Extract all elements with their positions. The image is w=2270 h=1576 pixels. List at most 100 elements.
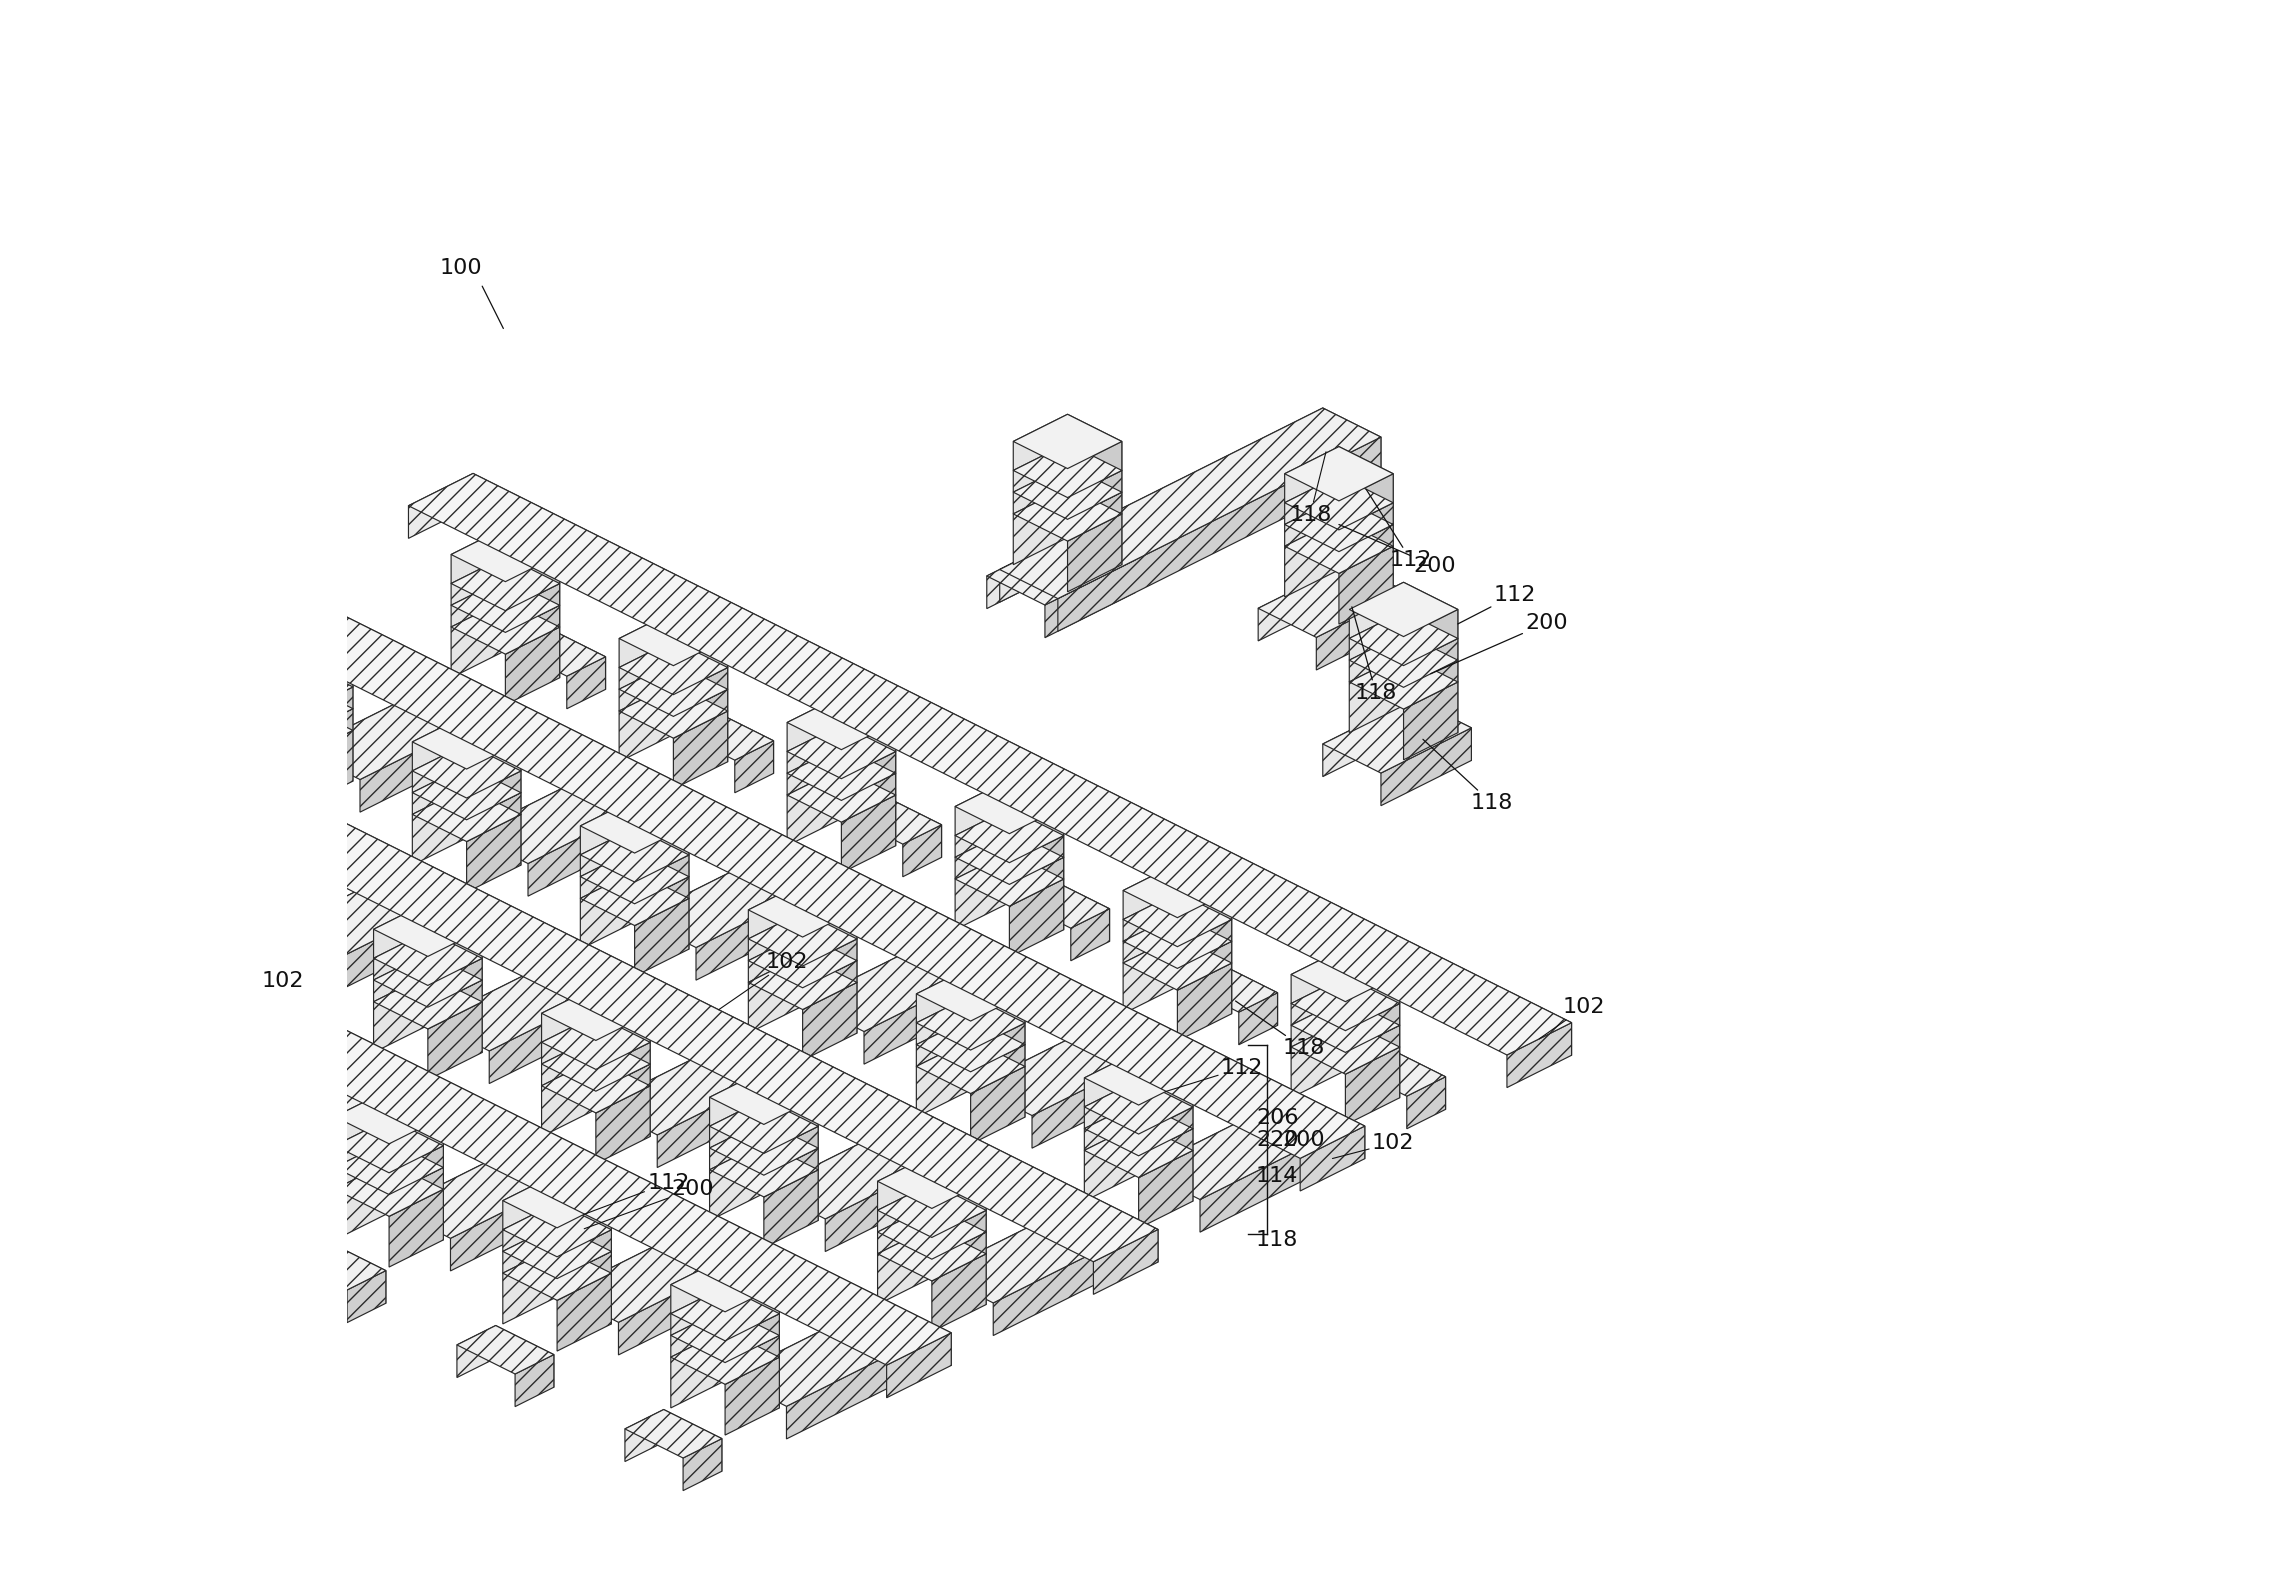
Polygon shape <box>502 1174 611 1228</box>
Polygon shape <box>842 752 897 801</box>
Polygon shape <box>749 913 856 966</box>
Polygon shape <box>844 796 883 848</box>
Polygon shape <box>259 818 313 875</box>
Polygon shape <box>207 890 259 969</box>
Polygon shape <box>956 831 1065 884</box>
Polygon shape <box>1323 408 1380 470</box>
Polygon shape <box>724 1314 779 1363</box>
Polygon shape <box>697 876 838 980</box>
Polygon shape <box>52 922 107 977</box>
Polygon shape <box>388 1146 443 1195</box>
Polygon shape <box>935 1202 1135 1303</box>
Polygon shape <box>804 883 856 939</box>
Polygon shape <box>0 950 107 1005</box>
Polygon shape <box>956 808 1065 862</box>
Polygon shape <box>1346 977 1401 1026</box>
Polygon shape <box>581 872 636 949</box>
Polygon shape <box>259 890 313 969</box>
Polygon shape <box>1178 890 1233 947</box>
Polygon shape <box>1067 487 1121 564</box>
Polygon shape <box>878 1154 985 1209</box>
Polygon shape <box>676 712 774 760</box>
Polygon shape <box>39 785 145 838</box>
Polygon shape <box>502 1247 611 1300</box>
Polygon shape <box>166 1056 275 1111</box>
Polygon shape <box>413 716 520 769</box>
Text: 220: 220 <box>1255 1130 1298 1149</box>
Polygon shape <box>52 1021 107 1098</box>
Polygon shape <box>1348 1048 1446 1097</box>
Polygon shape <box>1012 487 1121 541</box>
Polygon shape <box>1346 974 1401 1031</box>
Polygon shape <box>599 1035 799 1135</box>
Polygon shape <box>1010 879 1065 957</box>
Polygon shape <box>468 742 520 797</box>
Polygon shape <box>724 1357 779 1436</box>
Polygon shape <box>334 1119 388 1168</box>
Polygon shape <box>1178 963 1233 1040</box>
Polygon shape <box>452 578 561 632</box>
Polygon shape <box>1140 1051 1194 1106</box>
Polygon shape <box>1285 519 1339 597</box>
Polygon shape <box>472 473 1571 1056</box>
Polygon shape <box>581 799 636 854</box>
Polygon shape <box>1403 634 1457 682</box>
Polygon shape <box>972 1039 1024 1117</box>
Polygon shape <box>1140 1106 1194 1155</box>
Polygon shape <box>288 1242 327 1294</box>
Polygon shape <box>166 1005 275 1059</box>
Polygon shape <box>259 868 313 917</box>
Polygon shape <box>917 1018 1024 1072</box>
Polygon shape <box>1140 1080 1194 1128</box>
Polygon shape <box>52 949 107 1005</box>
Polygon shape <box>334 1162 388 1240</box>
Polygon shape <box>804 909 856 966</box>
Polygon shape <box>620 611 729 665</box>
Polygon shape <box>427 901 481 958</box>
Polygon shape <box>1285 476 1394 530</box>
Polygon shape <box>413 744 468 793</box>
Polygon shape <box>0 783 951 1365</box>
Polygon shape <box>674 684 729 761</box>
Polygon shape <box>220 1034 275 1083</box>
Polygon shape <box>749 933 804 982</box>
Polygon shape <box>987 531 1078 608</box>
Polygon shape <box>91 834 145 911</box>
Polygon shape <box>409 473 472 539</box>
Polygon shape <box>543 1037 649 1091</box>
Polygon shape <box>620 662 729 717</box>
Polygon shape <box>595 1037 649 1086</box>
Polygon shape <box>556 1273 611 1351</box>
Polygon shape <box>595 987 649 1042</box>
Polygon shape <box>225 1054 365 1158</box>
Polygon shape <box>917 966 1024 1021</box>
Polygon shape <box>574 950 631 1012</box>
Polygon shape <box>0 922 52 977</box>
Polygon shape <box>729 1307 869 1411</box>
Polygon shape <box>1346 1046 1401 1125</box>
Polygon shape <box>388 1168 443 1217</box>
Polygon shape <box>52 950 107 999</box>
Polygon shape <box>456 1325 495 1377</box>
Polygon shape <box>1285 498 1394 552</box>
Polygon shape <box>624 1409 722 1458</box>
Polygon shape <box>806 931 949 1035</box>
Polygon shape <box>39 807 145 860</box>
Polygon shape <box>1339 547 1394 624</box>
Polygon shape <box>620 640 674 689</box>
Polygon shape <box>865 960 1006 1064</box>
Polygon shape <box>1285 476 1339 525</box>
Polygon shape <box>711 1070 763 1127</box>
Polygon shape <box>0 950 52 999</box>
Polygon shape <box>0 916 89 1020</box>
Polygon shape <box>91 812 145 860</box>
Polygon shape <box>972 996 1024 1045</box>
Polygon shape <box>361 709 502 812</box>
Polygon shape <box>388 1117 443 1173</box>
Polygon shape <box>1323 698 1414 777</box>
Text: 118: 118 <box>1353 607 1396 703</box>
Polygon shape <box>506 556 561 605</box>
Polygon shape <box>1051 879 1110 941</box>
Polygon shape <box>1124 892 1178 941</box>
Polygon shape <box>1339 476 1394 525</box>
